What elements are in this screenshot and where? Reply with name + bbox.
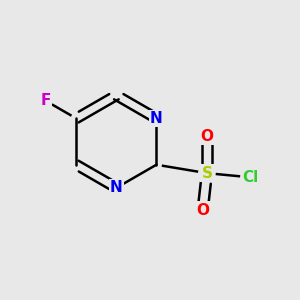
- Text: Cl: Cl: [242, 170, 259, 185]
- Text: S: S: [201, 166, 212, 181]
- Text: O: O: [196, 203, 209, 218]
- Text: N: N: [150, 111, 163, 126]
- Text: F: F: [40, 93, 51, 108]
- Text: O: O: [200, 129, 213, 144]
- Text: N: N: [110, 180, 123, 195]
